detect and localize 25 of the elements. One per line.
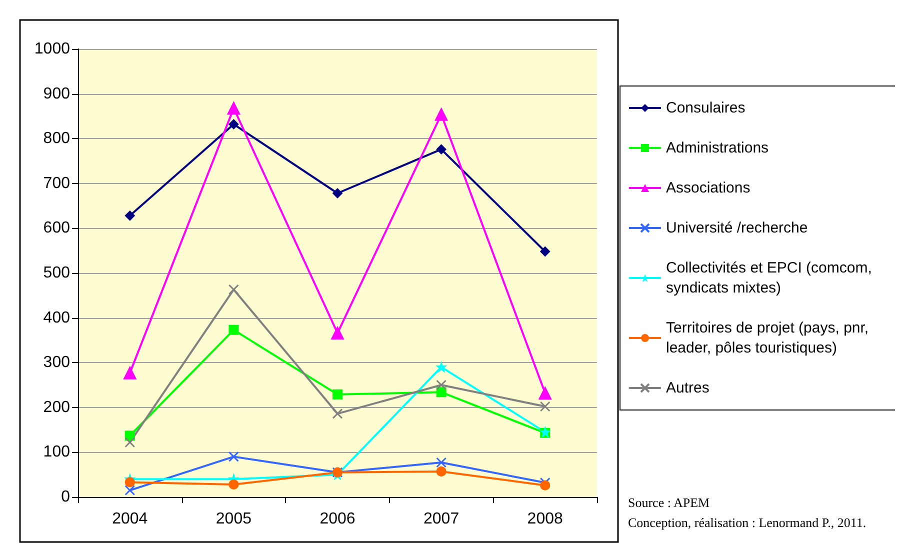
legend-label: Associations <box>666 180 750 196</box>
legend-label: Territoires de projet (pays, pnr, leader, pôles touristiques) <box>666 320 873 356</box>
y-tick-label: 1000 <box>34 40 70 58</box>
legend-label: Autres <box>666 380 710 396</box>
x-tick-label: 2007 <box>424 510 460 528</box>
text: Conception, réalisation : Lenormand P., 2011. <box>628 515 866 530</box>
y-tick-label: 600 <box>43 220 70 237</box>
legend-label: Administrations <box>666 140 769 156</box>
x-tick-label: 2008 <box>527 510 563 528</box>
legend-label: Université /recherche <box>666 220 808 236</box>
y-tick-label: 800 <box>43 130 70 148</box>
x-tick-label: 2005 <box>216 510 252 528</box>
x-tick-label: 2004 <box>112 510 148 528</box>
y-tick-label: 200 <box>43 398 70 416</box>
y-tick-label: 300 <box>43 354 70 372</box>
y-tick-label: 700 <box>43 174 70 192</box>
source-note: Source : APEM <box>628 495 710 510</box>
y-tick-label: 900 <box>43 85 70 102</box>
y-tick-label: 400 <box>43 309 70 326</box>
x-tick-label: 2006 <box>320 510 356 528</box>
y-tick-label: 500 <box>43 264 70 282</box>
y-tick-label: 100 <box>43 444 70 461</box>
legend-label: Collectivités et EPCI (comcom, syndicats mixtes) <box>666 260 876 296</box>
legend-label: Consulaires <box>666 100 746 116</box>
y-tick-label: 0 <box>61 488 70 506</box>
